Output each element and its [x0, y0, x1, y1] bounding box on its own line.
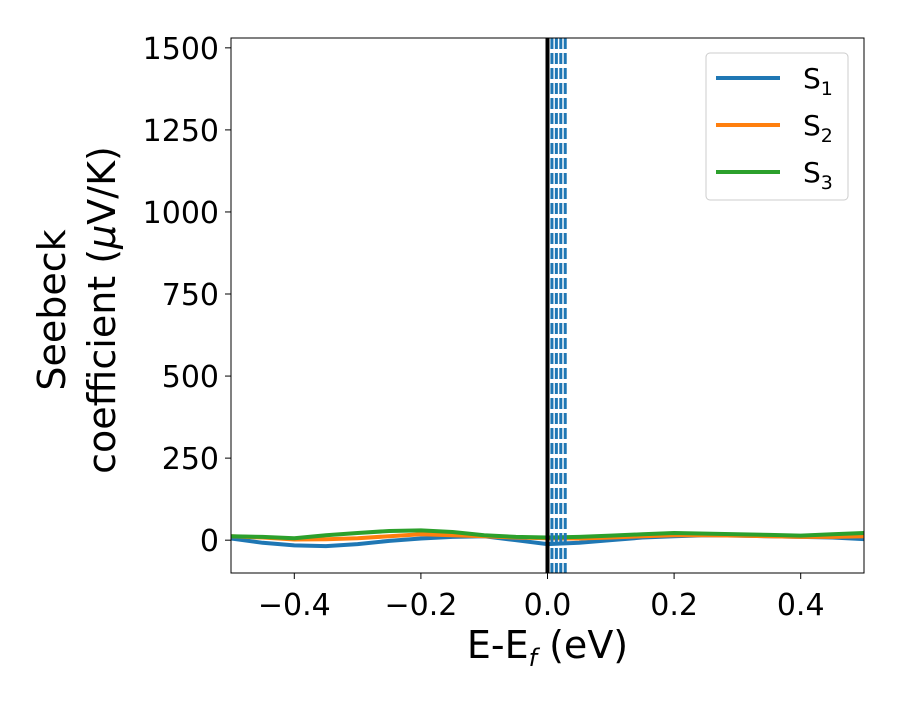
legend: S1 S2 S3: [705, 52, 849, 201]
y-tick-label: 250: [162, 442, 219, 477]
x-axis-title-unit: (eV): [537, 623, 628, 667]
y-axis-title-mu: μ: [80, 225, 124, 250]
x-axis-title-main: E-E: [467, 623, 529, 667]
legend-label-s2: S2: [803, 109, 833, 147]
x-tick-label: 0.4: [777, 588, 825, 623]
y-axis-title-line2: coefficient (μV/K): [80, 146, 124, 474]
y-tick-label: 1000: [143, 196, 219, 231]
legend-label-s3: S3: [803, 156, 833, 194]
y-axis-title-suffix: V/K): [80, 146, 124, 225]
y-tick-label: 1250: [143, 114, 219, 149]
y-axis-title-line1: Seebeck: [30, 229, 74, 390]
y-tick-label: 750: [162, 278, 219, 313]
legend-label-s1: S1: [803, 62, 833, 100]
y-tick-label: 0: [200, 524, 219, 559]
y-tick-label: 500: [162, 360, 219, 395]
y-axis-title-prefix: coefficient (: [80, 249, 124, 474]
x-tick-label: −0.2: [384, 588, 457, 623]
y-axis-title: Seebeck coefficient (μV/K): [30, 146, 124, 474]
x-tick-label: 0.2: [650, 588, 698, 623]
y-tick-label: 1500: [143, 32, 219, 67]
x-tick-label: 0.0: [524, 588, 572, 623]
x-tick-label: −0.4: [258, 588, 331, 623]
x-axis-title: E-Ef (eV): [467, 623, 628, 672]
